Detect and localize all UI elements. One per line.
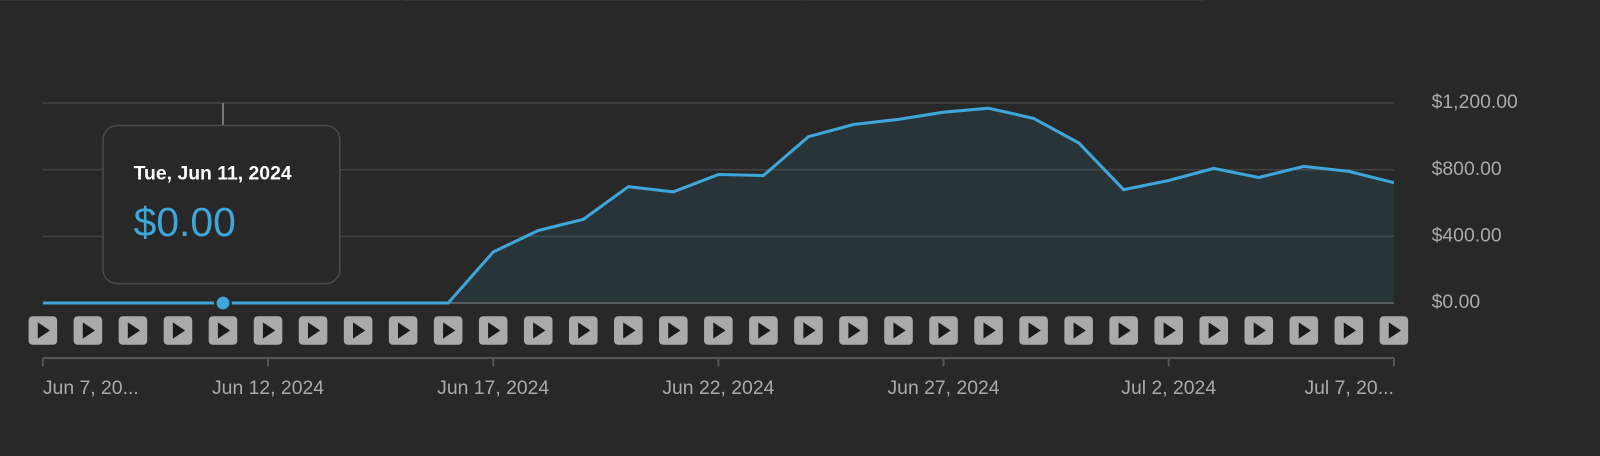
y-tick-label: $0.00 xyxy=(1432,291,1481,313)
play-icon-triangle xyxy=(1208,322,1221,339)
x-tick-label: Jun 7, 20... xyxy=(43,377,139,399)
play-icon-triangle xyxy=(127,322,141,339)
x-tick-label: Jun 22, 2024 xyxy=(662,377,774,399)
play-icon-triangle xyxy=(938,322,951,339)
play-icon-triangle xyxy=(37,322,50,339)
play-icon-triangle xyxy=(352,322,366,339)
play-icon-triangle xyxy=(217,322,231,339)
play-icon-triangle xyxy=(1028,322,1041,339)
x-tick-label: Jun 12, 2024 xyxy=(212,377,324,399)
play-icon-triangle xyxy=(1253,322,1266,339)
x-tick-label: Jul 2, 2024 xyxy=(1121,377,1216,399)
area-fill xyxy=(42,108,1394,303)
play-icon-triangle xyxy=(488,322,501,339)
x-tick-label: Jun 27, 2024 xyxy=(888,377,1000,399)
play-icon-triangle xyxy=(82,322,96,339)
hover-dot xyxy=(214,294,232,312)
play-icon-triangle xyxy=(1163,322,1176,339)
x-tick-label: Jun 17, 2024 xyxy=(437,377,549,399)
y-tick-label: $800.00 xyxy=(1432,158,1502,180)
play-icon-triangle xyxy=(443,322,456,339)
y-tick-label: $1,200.00 xyxy=(1432,91,1518,113)
play-icon-triangle xyxy=(398,322,411,339)
play-icon-triangle xyxy=(758,322,771,339)
play-icon-triangle xyxy=(803,322,816,339)
play-icon-triangle xyxy=(307,322,321,339)
line xyxy=(42,106,1395,305)
play-icon-triangle xyxy=(713,322,726,339)
play-icon-triangle xyxy=(623,322,636,339)
play-icon-triangle xyxy=(1388,322,1402,339)
play-icon-triangle xyxy=(1298,322,1311,339)
play-icon-triangle xyxy=(262,322,276,339)
play-icon-triangle xyxy=(893,322,906,339)
tooltip-box xyxy=(102,124,341,285)
play-icon-triangle xyxy=(172,322,186,339)
play-icon-triangle xyxy=(1073,322,1086,339)
tooltip-value: $0.00 xyxy=(134,199,236,245)
play-icon-triangle xyxy=(668,322,681,339)
x-tick-label: Jul 7, 20... xyxy=(1304,377,1393,399)
play-icon-triangle xyxy=(983,322,996,339)
tooltip-title: Tue, Jun 11, 2024 xyxy=(134,163,292,185)
play-icon-triangle xyxy=(1343,322,1356,339)
play-icon-triangle xyxy=(1118,322,1131,339)
play-icon-triangle xyxy=(533,322,546,339)
play-icon-triangle xyxy=(848,322,861,339)
y-tick-label: $400.00 xyxy=(1432,224,1502,246)
play-icon-triangle xyxy=(578,322,591,339)
